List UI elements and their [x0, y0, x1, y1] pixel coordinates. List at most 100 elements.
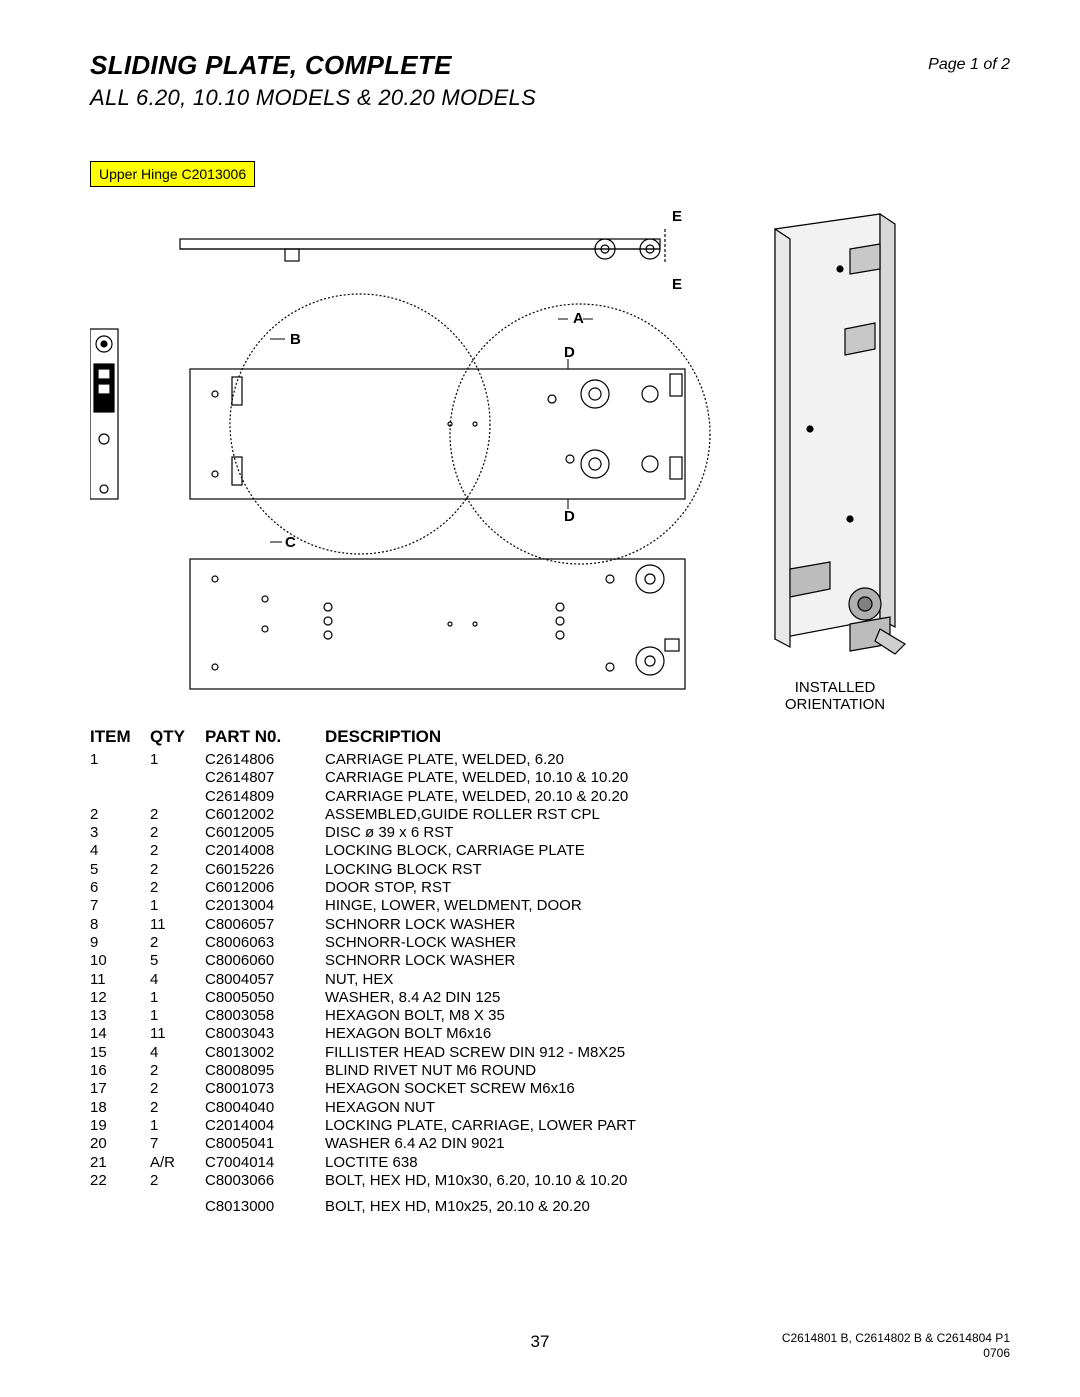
- page-header: SLIDING PLATE, COMPLETE ALL 6.20, 10.10 …: [90, 50, 1010, 111]
- cell-item: 2: [90, 806, 150, 824]
- table-body: 11C2614806CARRIAGE PLATE, WELDED, 6.20C2…: [90, 751, 1010, 1216]
- cell-part: C8013000: [205, 1198, 325, 1216]
- footer: C2614801 B, C2614802 B & C2614804 P1 070…: [782, 1331, 1010, 1362]
- cell-qty: 1: [150, 1117, 205, 1135]
- table-row: 207C8005041WASHER 6.4 A2 DIN 9021: [90, 1135, 1010, 1153]
- table-row: 32C6012005DISC ø 39 x 6 RST: [90, 824, 1010, 842]
- cell-part: C8006060: [205, 952, 325, 970]
- cell-part: C2614807: [205, 769, 325, 787]
- cell-qty: 2: [150, 879, 205, 897]
- table-row: 811C8006057SCHNORR LOCK WASHER: [90, 916, 1010, 934]
- diagram-label-d2: D: [564, 508, 575, 525]
- table-row: 21A/RC7004014LOCTITE 638: [90, 1154, 1010, 1172]
- cell-item: 7: [90, 897, 150, 915]
- cell-item: 9: [90, 934, 150, 952]
- table-row: 191C2014004LOCKING PLATE, CARRIAGE, LOWE…: [90, 1117, 1010, 1135]
- cell-item: 15: [90, 1044, 150, 1062]
- cell-desc: LOCKING BLOCK RST: [325, 861, 1010, 879]
- cell-desc: BOLT, HEX HD, M10x30, 6.20, 10.10 & 10.2…: [325, 1172, 1010, 1190]
- table-row: C2614809CARRIAGE PLATE, WELDED, 20.10 & …: [90, 788, 1010, 806]
- cell-qty: 5: [150, 952, 205, 970]
- diagram-label-e2: E: [672, 276, 682, 293]
- table-row: C8013000BOLT, HEX HD, M10x25, 20.10 & 20…: [90, 1198, 1010, 1216]
- cell-qty: 2: [150, 1172, 205, 1190]
- cell-qty: 7: [150, 1135, 205, 1153]
- orientation-line2: ORIENTATION: [785, 696, 885, 713]
- cell-desc: NUT, HEX: [325, 971, 1010, 989]
- cell-qty: A/R: [150, 1154, 205, 1172]
- diagram-label-c: C: [285, 534, 296, 551]
- header-part: PART N0.: [205, 727, 325, 747]
- cell-desc: WASHER, 8.4 A2 DIN 125: [325, 989, 1010, 1007]
- cell-qty: 11: [150, 916, 205, 934]
- upper-hinge-callout: Upper Hinge C2013006: [90, 161, 255, 187]
- table-row: 222C8003066BOLT, HEX HD, M10x30, 6.20, 1…: [90, 1172, 1010, 1190]
- cell-item: 3: [90, 824, 150, 842]
- cell-desc: CARRIAGE PLATE, WELDED, 6.20: [325, 751, 1010, 769]
- page-number: 37: [531, 1332, 550, 1352]
- cell-qty: 1: [150, 1007, 205, 1025]
- cell-part: C8006063: [205, 934, 325, 952]
- cell-part: C2013004: [205, 897, 325, 915]
- cell-desc: BLIND RIVET NUT M6 ROUND: [325, 1062, 1010, 1080]
- orientation-line1: INSTALLED: [795, 679, 876, 696]
- cell-item: 1: [90, 751, 150, 769]
- cell-item: 10: [90, 952, 150, 970]
- cell-qty: 1: [150, 989, 205, 1007]
- cell-qty: [150, 1198, 205, 1216]
- diagram-svg: E E: [90, 199, 910, 719]
- cell-item: 14: [90, 1025, 150, 1043]
- cell-part: C8004040: [205, 1099, 325, 1117]
- cell-desc: LOCKING PLATE, CARRIAGE, LOWER PART: [325, 1117, 1010, 1135]
- cell-qty: 2: [150, 824, 205, 842]
- cell-part: C6012005: [205, 824, 325, 842]
- cell-part: C2014004: [205, 1117, 325, 1135]
- cell-item: 8: [90, 916, 150, 934]
- table-row: 182C8004040HEXAGON NUT: [90, 1099, 1010, 1117]
- table-row: 62C6012006DOOR STOP, RST: [90, 879, 1010, 897]
- cell-part: C8003058: [205, 1007, 325, 1025]
- cell-qty: 11: [150, 1025, 205, 1043]
- cell-part: C8003043: [205, 1025, 325, 1043]
- cell-qty: 1: [150, 897, 205, 915]
- cell-item: 12: [90, 989, 150, 1007]
- cell-item: [90, 1198, 150, 1216]
- cell-qty: [150, 788, 205, 806]
- orientation-caption: INSTALLED ORIENTATION: [760, 679, 910, 713]
- cell-desc: SCHNORR LOCK WASHER: [325, 952, 1010, 970]
- diagram-label-e1: E: [672, 208, 682, 225]
- table-row: 42C2014008LOCKING BLOCK, CARRIAGE PLATE: [90, 842, 1010, 860]
- cell-item: 5: [90, 861, 150, 879]
- title-block: SLIDING PLATE, COMPLETE ALL 6.20, 10.10 …: [90, 50, 536, 111]
- cell-desc: DOOR STOP, RST: [325, 879, 1010, 897]
- page-subtitle: ALL 6.20, 10.10 MODELS & 20.20 MODELS: [90, 85, 536, 111]
- cell-item: [90, 769, 150, 787]
- exploded-diagram: E E: [90, 199, 910, 719]
- diagram-label-b: B: [290, 331, 301, 348]
- diagram-label-a: A: [573, 310, 584, 327]
- cell-desc: HEXAGON SOCKET SCREW M6x16: [325, 1080, 1010, 1098]
- cell-part: C8008095: [205, 1062, 325, 1080]
- cell-item: 20: [90, 1135, 150, 1153]
- cell-part: C8005050: [205, 989, 325, 1007]
- cell-item: 21: [90, 1154, 150, 1172]
- cell-desc: WASHER 6.4 A2 DIN 9021: [325, 1135, 1010, 1153]
- cell-qty: 2: [150, 842, 205, 860]
- cell-desc: HEXAGON NUT: [325, 1099, 1010, 1117]
- cell-qty: 2: [150, 1099, 205, 1117]
- cell-item: 13: [90, 1007, 150, 1025]
- cell-item: 16: [90, 1062, 150, 1080]
- table-row: 22C6012002ASSEMBLED,GUIDE ROLLER RST CPL: [90, 806, 1010, 824]
- header-qty: QTY: [150, 727, 205, 747]
- diagram-label-d1: D: [564, 344, 575, 361]
- table-row: 52C6015226LOCKING BLOCK RST: [90, 861, 1010, 879]
- cell-desc: HINGE, LOWER, WELDMENT, DOOR: [325, 897, 1010, 915]
- cell-desc: ASSEMBLED,GUIDE ROLLER RST CPL: [325, 806, 1010, 824]
- cell-item: 4: [90, 842, 150, 860]
- cell-qty: 1: [150, 751, 205, 769]
- cell-part: C8004057: [205, 971, 325, 989]
- header-desc: DESCRIPTION: [325, 727, 1010, 747]
- table-row: 121C8005050WASHER, 8.4 A2 DIN 125: [90, 989, 1010, 1007]
- cell-part: C6015226: [205, 861, 325, 879]
- footer-line1: C2614801 B, C2614802 B & C2614804 P1: [782, 1331, 1010, 1347]
